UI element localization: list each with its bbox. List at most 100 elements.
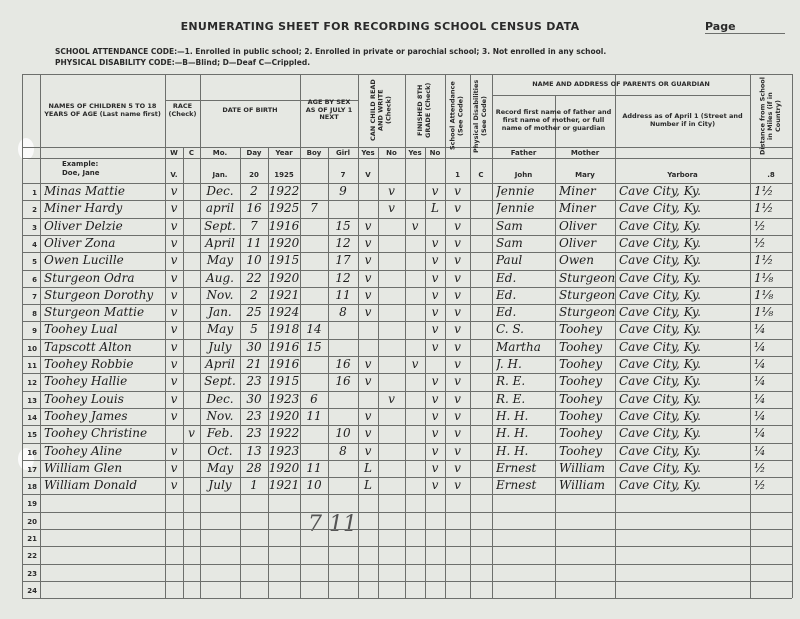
handwritten-entry: 1920 [268,460,300,475]
rule [22,563,792,565]
handwritten-entry: Cave City, Ky. [619,305,701,320]
handwritten-entry: v [188,426,195,441]
handwritten-entry: Sept. [204,374,236,389]
example-cell: Jan. [212,171,228,179]
column-header: RACE (Check) [168,101,197,118]
handwritten-entry: 16 [246,201,262,216]
rule [22,494,792,496]
rule [240,147,241,599]
rule [22,74,792,75]
row-number: 21 [27,535,37,543]
rule [22,459,792,461]
handwritten-entry: Sturgeon [559,287,615,302]
handwritten-entry: 15 [306,339,322,354]
handwritten-entry: v [454,391,461,406]
handwritten-entry: v [454,478,461,493]
handwritten-entry: 1920 [268,408,300,423]
handwritten-entry: 23 [246,408,262,423]
handwritten-entry: ¼ [754,391,766,406]
handwritten-entry: v [454,408,461,423]
handwritten-entry: May [206,253,234,268]
handwritten-entry: 1920 [268,270,300,285]
handwritten-entry: v [431,184,439,198]
handwritten-entry: July [208,339,232,354]
handwritten-entry: v [454,443,461,458]
example-cell: Mary [575,171,595,179]
handwritten-entry: 12 [335,270,351,285]
handwritten-entry: L [364,478,372,493]
handwritten-entry: v [431,322,439,337]
handwritten-entry: 1920 [268,235,300,250]
handwritten-entry: 5 [250,322,258,337]
handwritten-entry: v [411,218,419,233]
handwritten-entry: ¼ [754,443,766,458]
pencil-note: 7 11 [308,512,357,537]
handwritten-entry: v [170,357,178,371]
rule [268,147,269,599]
row-number: 2 [32,206,37,215]
column-header: NAME AND ADDRESS OF PARENTS OR GUARDIAN [532,79,710,88]
rule [200,74,201,599]
punch-hole [18,138,34,160]
handwritten-entry: v [454,339,461,354]
row-number: 23 [27,569,37,578]
disability-code: PHYSICAL DISABILITY CODE:—B—Blind; D—Dea… [55,58,311,67]
handwritten-entry: v [170,374,178,389]
handwritten-entry: ¼ [754,357,766,371]
handwritten-entry: Oliver Delzie [44,218,123,233]
handwritten-entry: 1921 [268,478,300,493]
rule [300,74,301,599]
rule [750,74,751,599]
sub-header: Father [510,149,537,157]
example-cell: .8 [767,171,775,179]
handwritten-entry: Toohey Aline [44,443,123,458]
rule [615,74,616,599]
handwritten-entry: v [364,374,372,389]
handwritten-entry: Oliver [559,235,597,250]
handwritten-entry: 30 [246,391,262,406]
rule [22,598,792,600]
handwritten-entry: R. E. [496,391,526,406]
handwritten-entry: Toohey Louis [44,391,124,406]
handwritten-entry: 1922 [268,184,300,198]
handwritten-entry: 1915 [268,253,300,268]
handwritten-entry: Cave City, Ky. [619,443,701,458]
rule [22,234,792,236]
handwritten-entry: 30 [246,339,262,354]
handwritten-entry: H. H. [496,426,529,441]
attendance-code: SCHOOL ATTENDANCE CODE:—1. Enrolled in p… [55,47,607,56]
rule [22,356,792,357]
handwritten-entry: Toohey [559,374,603,389]
handwritten-entry: v [170,235,178,250]
rule [22,252,792,254]
handwritten-entry: 2 [250,287,258,302]
handwritten-entry: Sam [496,235,523,250]
handwritten-entry: 25 [246,305,262,320]
handwritten-entry: v [431,270,439,285]
rule [165,100,358,101]
rule [22,158,792,159]
row-number: 24 [27,586,37,595]
handwritten-entry: v [431,235,439,250]
example-cell: V [365,171,371,179]
example-cell: Yarbora [667,171,698,179]
handwritten-entry: 1⅛ [754,287,774,302]
handwritten-entry: v [170,218,178,233]
row-number: 5 [32,258,37,267]
handwritten-entry: Cave City, Ky. [619,339,701,354]
sub-header: Day [246,149,262,157]
handwritten-entry: Toohey [559,443,603,458]
handwritten-entry: v [431,478,439,493]
handwritten-entry: 22 [246,270,262,285]
rule [425,147,426,599]
handwritten-entry: Cave City, Ky. [619,478,701,493]
rule [22,321,792,323]
column-header: AGE BY SEX AS OF JULY 1 NEXT [305,97,353,122]
handwritten-entry: Cave City, Ky. [619,253,701,268]
handwritten-entry: 15 [335,218,351,233]
handwritten-entry: Toohey [559,357,603,371]
column-header: Record first name of father and first na… [495,108,612,132]
handwritten-entry: Sam [496,218,523,233]
example-cell: 1 [455,171,460,179]
sub-header: C [188,149,195,157]
